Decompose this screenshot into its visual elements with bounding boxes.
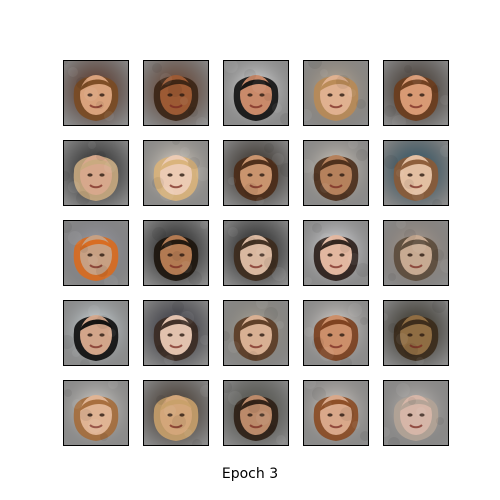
face-sample-r2-c2 [143, 140, 209, 206]
face-image [224, 381, 288, 445]
face-sample-r4-c1 [63, 300, 129, 366]
epoch-caption: Epoch 3 [221, 466, 279, 482]
face-image [384, 301, 448, 365]
face-sample-r5-c3 [223, 380, 289, 446]
face-sample-r4-c3 [223, 300, 289, 366]
face-sample-r3-c3 [223, 220, 289, 286]
face-sample-r4-c4 [303, 300, 369, 366]
face-image [224, 301, 288, 365]
face-image [64, 61, 128, 125]
face-image [224, 61, 288, 125]
face-image [384, 381, 448, 445]
face-image [144, 61, 208, 125]
face-sample-r1-c5 [383, 60, 449, 126]
face-sample-r5-c4 [303, 380, 369, 446]
face-image [144, 221, 208, 285]
face-image [384, 141, 448, 205]
face-image [304, 221, 368, 285]
face-sample-r1-c2 [143, 60, 209, 126]
face-sample-r3-c5 [383, 220, 449, 286]
generated-faces-grid [63, 60, 449, 446]
face-sample-r2-c5 [383, 140, 449, 206]
face-sample-r4-c2 [143, 300, 209, 366]
face-sample-r5-c1 [63, 380, 129, 446]
face-sample-r1-c4 [303, 60, 369, 126]
face-image [304, 301, 368, 365]
face-image [384, 61, 448, 125]
face-image [144, 141, 208, 205]
face-image [64, 221, 128, 285]
face-sample-r5-c2 [143, 380, 209, 446]
face-image [304, 61, 368, 125]
face-image [64, 141, 128, 205]
face-sample-r2-c3 [223, 140, 289, 206]
face-image [224, 141, 288, 205]
face-sample-r4-c5 [383, 300, 449, 366]
face-sample-r3-c1 [63, 220, 129, 286]
face-image [304, 141, 368, 205]
face-sample-r3-c2 [143, 220, 209, 286]
face-image [224, 221, 288, 285]
face-sample-r3-c4 [303, 220, 369, 286]
face-sample-r1-c1 [63, 60, 129, 126]
face-image [64, 301, 128, 365]
face-image [144, 301, 208, 365]
face-sample-r2-c4 [303, 140, 369, 206]
face-image [384, 221, 448, 285]
face-sample-r1-c3 [223, 60, 289, 126]
face-sample-r2-c1 [63, 140, 129, 206]
face-image [304, 381, 368, 445]
face-image [64, 381, 128, 445]
face-image [144, 381, 208, 445]
face-sample-r5-c5 [383, 380, 449, 446]
